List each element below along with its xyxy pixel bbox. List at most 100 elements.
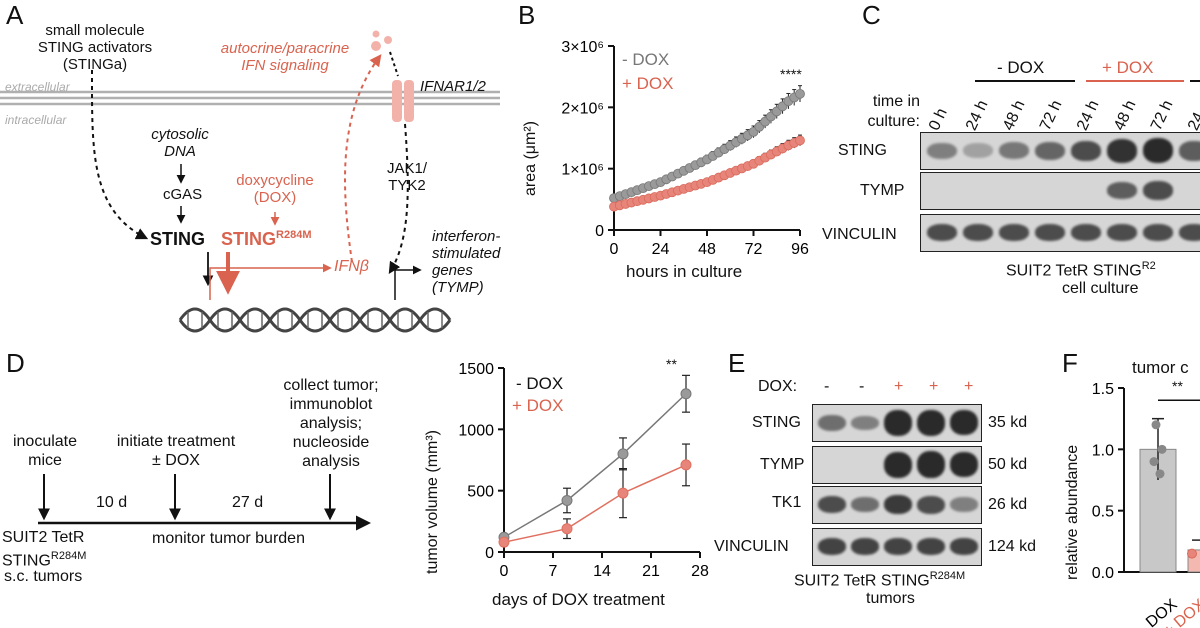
d-point [617, 448, 629, 460]
d-xtick-label: 7 [549, 563, 558, 580]
stinga-arrow [90, 69, 149, 240]
c-row-vinculin: VINCULIN [822, 226, 897, 243]
c-blot-sting [920, 132, 1200, 170]
ifnar-label: IFNAR1/2 [420, 78, 486, 95]
c-lane-label: 24 h [963, 97, 992, 134]
f-point [1187, 548, 1197, 559]
d-xtick-label: 28 [691, 563, 709, 580]
b-ylabel: area (μm²) [522, 121, 539, 196]
f-point [1157, 444, 1167, 454]
panel-label-d: D [6, 348, 25, 378]
c-lane-label: 0 h [926, 105, 951, 134]
panel-label-e: E [728, 348, 746, 378]
d-series-line [503, 464, 687, 543]
d-collect: collect tumor; immunoblot analysis; nucl… [283, 377, 379, 470]
panel-a-diagram [0, 30, 500, 333]
d-significance: ** [666, 356, 677, 372]
d-series-line [503, 393, 687, 538]
c-band [1179, 224, 1200, 241]
cgas-label: cGAS [163, 186, 203, 203]
b-xtick-label: 24 [652, 241, 670, 258]
panel-label-b: B [518, 0, 536, 30]
e-row-tymp: TYMP [760, 456, 805, 473]
b-xlabel: hours in culture [626, 262, 743, 281]
c-lane-label: 48 h [1111, 97, 1140, 134]
c-band [1143, 181, 1173, 200]
e-band [950, 452, 978, 477]
d-ytick-label: 500 [467, 484, 494, 501]
e-band [851, 538, 879, 555]
f-title: tumor c [1132, 358, 1189, 377]
e-band [818, 538, 846, 555]
c-row-tymp: TYMP [860, 182, 905, 199]
d-ytick-label: 0 [485, 545, 494, 562]
panel-f-chart: 0.00.51.01.5- DOX+ DOX [1092, 381, 1200, 628]
f-ytick-label: 0.0 [1092, 565, 1114, 582]
c-band [1107, 224, 1137, 241]
e-band [884, 495, 912, 514]
c-lane-label: 72 h [1148, 97, 1177, 134]
cytosolic-dna-label: cytosolic DNA [151, 126, 209, 160]
panel-label-a: A [6, 0, 24, 30]
c-band [927, 142, 957, 159]
e-kd-tymp: 50 kd [988, 456, 1028, 473]
d-legend-plus: + DOX [512, 396, 564, 415]
d-point [561, 494, 573, 506]
d-ytick-label: 1500 [458, 361, 494, 378]
c-band [1071, 140, 1101, 161]
e-row-tk1: TK1 [772, 494, 802, 511]
c-band [999, 142, 1029, 159]
b-legend-minus: - DOX [622, 50, 670, 69]
b-xtick-label: 96 [791, 241, 809, 258]
c-row-sting: STING [838, 142, 887, 159]
e-band [917, 495, 945, 514]
b-ytick-label: 1×10⁶ [561, 162, 604, 179]
stinga-label: small molecule STING activators (STINGa) [37, 22, 153, 73]
c-band [1071, 224, 1101, 241]
d-inoculate: inoculate mice [12, 433, 78, 469]
sting-mut-label: STINGR284M [221, 229, 312, 249]
e-band [851, 497, 879, 512]
c-minus-dox: - DOX [997, 58, 1045, 77]
ifn-secretion-arrow [344, 54, 382, 263]
e-band [884, 451, 912, 478]
ifnar-receptor [392, 80, 414, 122]
d-xlabel: days of DOX treatment [492, 590, 665, 609]
c-band [1107, 138, 1137, 163]
c-time-label: time in culture: [867, 93, 920, 130]
d-legend-minus: - DOX [516, 374, 564, 393]
c-band [1035, 141, 1065, 160]
b-legend-plus: + DOX [622, 74, 674, 93]
e-caption2: tumors [866, 590, 915, 607]
e-blot-tymp [812, 446, 982, 484]
e-band [950, 497, 978, 512]
c-band [963, 224, 993, 241]
autocrine-label: autocrine/paracrine IFN signaling [220, 40, 350, 74]
c-band [1143, 138, 1173, 163]
f-point [1151, 420, 1161, 430]
d-xtick-label: 0 [500, 563, 509, 580]
b-xtick-label: 0 [610, 241, 619, 258]
c-band [1143, 224, 1173, 241]
c-caption2: cell culture [1062, 280, 1139, 297]
e-blot-sting [812, 404, 982, 442]
b-ytick-label: 2×10⁶ [561, 100, 604, 117]
d-point [498, 536, 510, 548]
c-caption: SUIT2 TetR STINGR2 [1006, 260, 1156, 280]
d-point [561, 523, 573, 535]
d-sc: s.c. tumors [4, 568, 83, 585]
dna-helix [178, 307, 452, 333]
jak-label: JAK1/ TYK2 [386, 160, 428, 194]
sting-label: STING [150, 229, 206, 249]
c-band [999, 224, 1029, 241]
e-lane-label: + [929, 378, 939, 395]
f-ytick-label: 1.5 [1092, 381, 1114, 398]
panel-d-chart: 0 500 1000 1500 0 7 14 21 28 [458, 361, 709, 580]
ifn-dots [371, 30, 392, 51]
e-band [917, 451, 945, 478]
e-lane-label: - [824, 378, 830, 395]
c-lane-label: 24 h [1074, 97, 1103, 134]
d-xtick-label: 21 [642, 563, 660, 580]
d-xtick-label: 14 [593, 563, 611, 580]
isg-label: interferon- stimulated genes (TYMP) [432, 228, 501, 296]
